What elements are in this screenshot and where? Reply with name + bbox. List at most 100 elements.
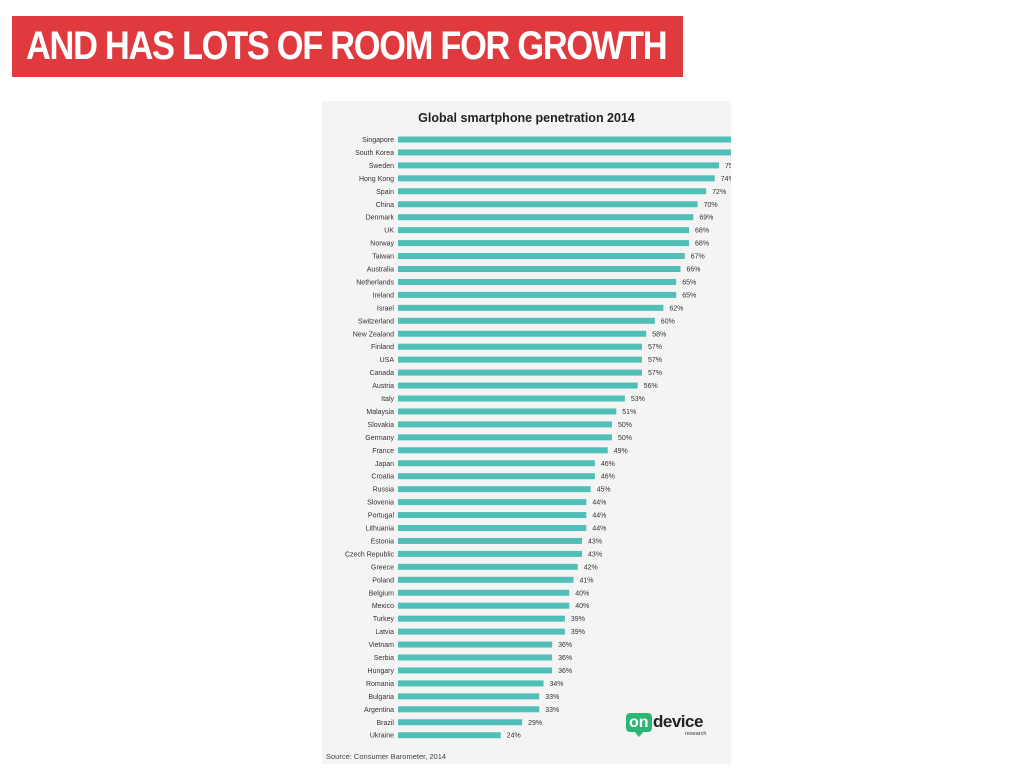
value-label: 49% bbox=[614, 448, 628, 455]
value-label: 45% bbox=[597, 487, 611, 494]
value-label: 33% bbox=[545, 707, 559, 714]
bar bbox=[398, 667, 553, 674]
value-label: 46% bbox=[601, 474, 615, 481]
bar bbox=[398, 240, 690, 247]
bar bbox=[398, 512, 587, 519]
category-label: Belgium bbox=[369, 590, 394, 597]
value-label: 42% bbox=[584, 564, 598, 571]
category-label: Sweden bbox=[369, 163, 394, 170]
logo-device-text: device bbox=[653, 712, 703, 731]
bar bbox=[398, 330, 647, 337]
bar bbox=[398, 227, 690, 234]
category-label: Russia bbox=[373, 487, 395, 494]
chart-title: Global smartphone penetration 2014 bbox=[418, 111, 635, 125]
bar bbox=[398, 343, 642, 350]
category-label: Romania bbox=[366, 681, 394, 688]
value-label: 57% bbox=[648, 370, 662, 377]
value-label: 43% bbox=[588, 551, 602, 558]
category-label: Norway bbox=[370, 241, 394, 248]
bar bbox=[398, 382, 638, 389]
ondevice-logo: on device research bbox=[626, 712, 726, 739]
bar bbox=[398, 369, 642, 376]
value-label: 74% bbox=[721, 176, 731, 183]
bar bbox=[398, 680, 544, 687]
bar bbox=[398, 589, 570, 596]
category-label: Croatia bbox=[371, 474, 394, 481]
value-label: 34% bbox=[550, 681, 564, 688]
bar bbox=[398, 136, 731, 143]
category-label: Taiwan bbox=[372, 254, 394, 261]
bar bbox=[398, 304, 664, 311]
category-label: Estonia bbox=[371, 538, 394, 545]
bar bbox=[398, 253, 685, 260]
value-label: 36% bbox=[558, 642, 572, 649]
category-label: New Zealand bbox=[353, 331, 394, 338]
value-label: 44% bbox=[592, 526, 606, 533]
category-label: USA bbox=[380, 357, 395, 364]
category-label: Ukraine bbox=[370, 733, 394, 740]
value-label: 39% bbox=[571, 629, 585, 636]
category-label: Vietnam bbox=[368, 642, 394, 649]
value-label: 66% bbox=[686, 267, 700, 274]
bar bbox=[398, 460, 595, 467]
bar bbox=[398, 188, 707, 195]
category-label: Malaysia bbox=[366, 409, 394, 416]
bar bbox=[398, 641, 553, 648]
logo-on-badge: on bbox=[626, 713, 652, 732]
bar bbox=[398, 447, 608, 454]
category-label: Australia bbox=[367, 267, 394, 274]
category-label: South Korea bbox=[355, 150, 394, 157]
category-label: Netherlands bbox=[356, 279, 394, 286]
value-label: 29% bbox=[528, 720, 542, 727]
category-label: Mexico bbox=[372, 603, 394, 610]
value-label: 36% bbox=[558, 668, 572, 675]
category-label: Czech Republic bbox=[345, 551, 395, 558]
title-banner: AND HAS LOTS OF ROOM FOR GROWTH bbox=[12, 16, 683, 77]
bar bbox=[398, 550, 583, 557]
category-label: France bbox=[372, 448, 394, 455]
value-label: 53% bbox=[631, 396, 645, 403]
category-label: Serbia bbox=[374, 655, 394, 662]
value-label: 68% bbox=[695, 241, 709, 248]
value-label: 44% bbox=[592, 500, 606, 507]
category-label: Japan bbox=[375, 461, 394, 468]
bar bbox=[398, 693, 540, 700]
category-label: Latvia bbox=[375, 629, 394, 636]
bar bbox=[398, 719, 523, 726]
value-label: 56% bbox=[644, 383, 658, 390]
value-label: 72% bbox=[712, 189, 726, 196]
bar bbox=[398, 434, 612, 441]
bar bbox=[398, 499, 587, 506]
category-label: Poland bbox=[372, 577, 394, 584]
slide-title: AND HAS LOTS OF ROOM FOR GROWTH bbox=[26, 24, 668, 68]
category-label: Slovenia bbox=[367, 500, 394, 507]
value-label: 24% bbox=[507, 733, 521, 740]
bar bbox=[398, 175, 715, 182]
bar bbox=[398, 628, 565, 635]
category-label: Germany bbox=[365, 435, 394, 442]
category-label: Portugal bbox=[368, 513, 395, 520]
bar bbox=[398, 486, 591, 493]
category-label: Canada bbox=[369, 370, 394, 377]
value-label: 41% bbox=[579, 577, 593, 584]
category-label: Slovakia bbox=[368, 422, 395, 429]
bar bbox=[398, 602, 570, 609]
category-label: Israel bbox=[377, 305, 395, 312]
bar bbox=[398, 732, 501, 739]
bar bbox=[398, 356, 642, 363]
bar bbox=[398, 278, 677, 285]
bar bbox=[398, 706, 540, 713]
bar bbox=[398, 291, 677, 298]
value-label: 75% bbox=[725, 163, 731, 170]
bar bbox=[398, 317, 655, 324]
category-label: Ireland bbox=[373, 292, 395, 299]
category-label: Hong Kong bbox=[359, 176, 394, 183]
category-label: Denmark bbox=[366, 215, 395, 222]
category-label: Switzerland bbox=[358, 318, 394, 325]
category-label: Greece bbox=[371, 564, 394, 571]
value-label: 70% bbox=[704, 202, 718, 209]
category-label: Turkey bbox=[373, 616, 395, 623]
value-label: 40% bbox=[575, 590, 589, 597]
logo-speech-tail bbox=[634, 731, 644, 737]
bar bbox=[398, 473, 595, 480]
